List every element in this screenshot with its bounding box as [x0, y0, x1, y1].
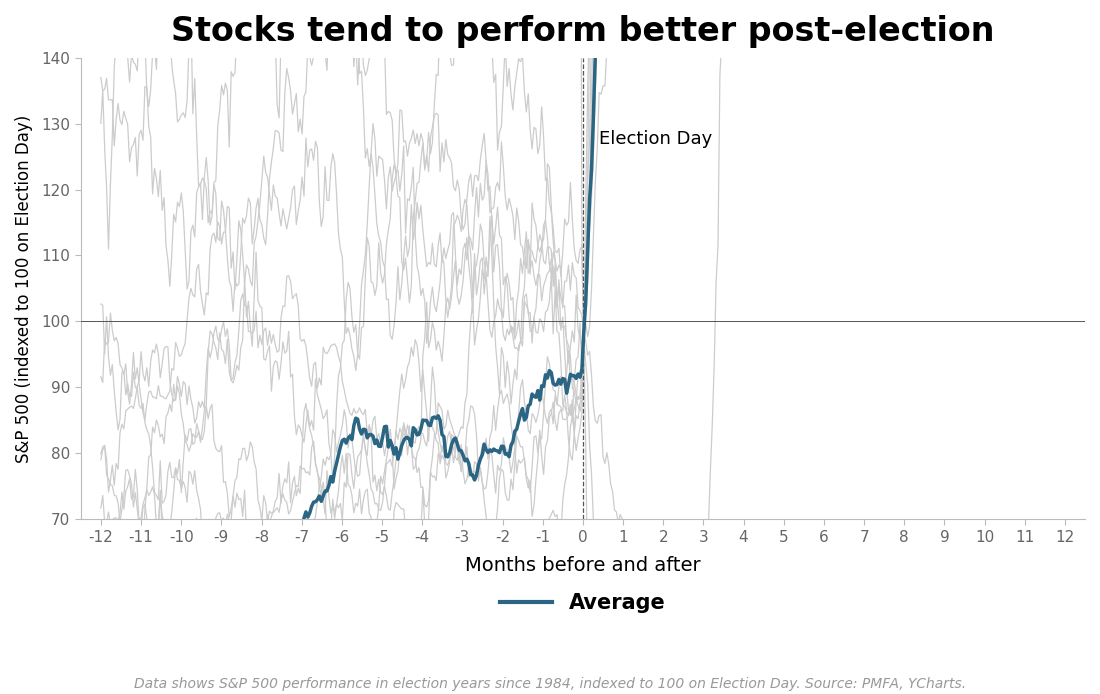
- Y-axis label: S&P 500 (indexed to 100 on Election Day): S&P 500 (indexed to 100 on Election Day): [15, 115, 33, 463]
- Text: Election Day: Election Day: [598, 130, 712, 149]
- X-axis label: Months before and after: Months before and after: [465, 556, 701, 575]
- Text: Data shows S&P 500 performance in election years since 1984, indexed to 100 on E: Data shows S&P 500 performance in electi…: [134, 677, 966, 691]
- Title: Stocks tend to perform better post-election: Stocks tend to perform better post-elect…: [172, 15, 994, 48]
- Legend: Average: Average: [492, 585, 674, 622]
